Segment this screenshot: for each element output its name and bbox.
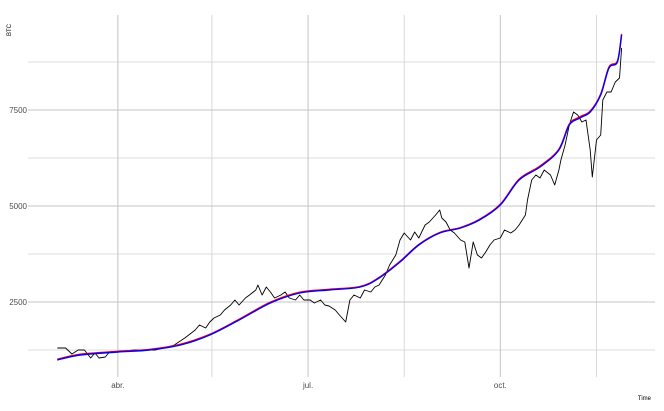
- x-tick-label: abr.: [111, 381, 124, 390]
- x-tick-label: jul.: [302, 381, 313, 390]
- series-line-price: [57, 47, 623, 359]
- y-tick-label: 5000: [9, 202, 27, 211]
- x-tick-label: oct.: [494, 381, 507, 390]
- series-line-fit-red: [57, 33, 623, 360]
- y-axis-label: BTC: [7, 23, 13, 36]
- x-axis-label: Time: [638, 396, 652, 402]
- series-lines: [57, 33, 623, 361]
- y-tick-label: 2500: [9, 298, 27, 307]
- series-line-fit-blue: [57, 34, 623, 361]
- grid: [28, 15, 655, 377]
- y-tick-label: 7500: [9, 106, 27, 115]
- axis-ticks: 2500 5000 7500 abr. jul. oct.: [9, 106, 507, 390]
